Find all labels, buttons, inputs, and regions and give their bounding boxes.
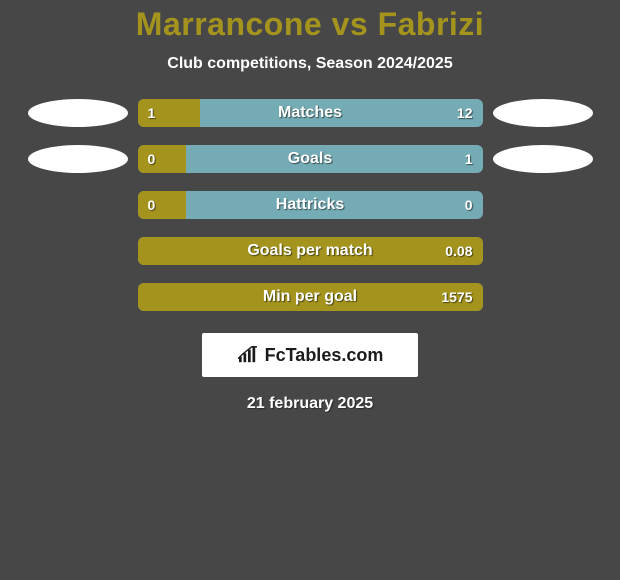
- stat-bar-fill: [138, 145, 186, 173]
- subtitle: Club competitions, Season 2024/2025: [0, 55, 620, 73]
- chart-icon: [237, 346, 259, 364]
- brand-logo-text: FcTables.com: [265, 345, 384, 366]
- stat-label: Min per goal: [263, 288, 357, 306]
- team-oval-left: [28, 99, 128, 127]
- stat-row: Matches 1 12: [0, 99, 620, 127]
- stat-label: Matches: [278, 104, 342, 122]
- team-oval-right: [493, 145, 593, 173]
- stat-value-left: 0: [148, 151, 156, 167]
- stat-bar-fill: [138, 191, 186, 219]
- page-title: Marrancone vs Fabrizi: [0, 6, 620, 43]
- stat-row: Goals per match 0.08: [0, 237, 620, 265]
- team-oval-right: [493, 99, 593, 127]
- stat-label: Hattricks: [276, 196, 344, 214]
- stat-value-left: 0: [148, 197, 156, 213]
- stat-row: Min per goal 1575: [0, 283, 620, 311]
- stat-value-right: 1575: [441, 289, 472, 305]
- stat-bar: Goals 0 1: [138, 145, 483, 173]
- stat-label: Goals: [288, 150, 332, 168]
- stat-value-right: 12: [457, 105, 473, 121]
- stat-row: Hattricks 0 0: [0, 191, 620, 219]
- stat-value-right: 1: [465, 151, 473, 167]
- stat-rows: Matches 1 12 Goals 0 1 Hattricks 0 0 Goals per ma…: [0, 99, 620, 311]
- stat-label: Goals per match: [247, 242, 372, 260]
- brand-logo: FcTables.com: [202, 333, 418, 377]
- stat-row: Goals 0 1: [0, 145, 620, 173]
- stat-bar: Goals per match 0.08: [138, 237, 483, 265]
- comparison-card: Marrancone vs Fabrizi Club competitions,…: [0, 0, 620, 580]
- team-oval-left: [28, 145, 128, 173]
- stat-value-left: 1: [148, 105, 156, 121]
- stat-value-right: 0.08: [445, 243, 472, 259]
- stat-value-right: 0: [465, 197, 473, 213]
- stat-bar: Matches 1 12: [138, 99, 483, 127]
- date-text: 21 february 2025: [0, 395, 620, 413]
- stat-bar: Hattricks 0 0: [138, 191, 483, 219]
- stat-bar: Min per goal 1575: [138, 283, 483, 311]
